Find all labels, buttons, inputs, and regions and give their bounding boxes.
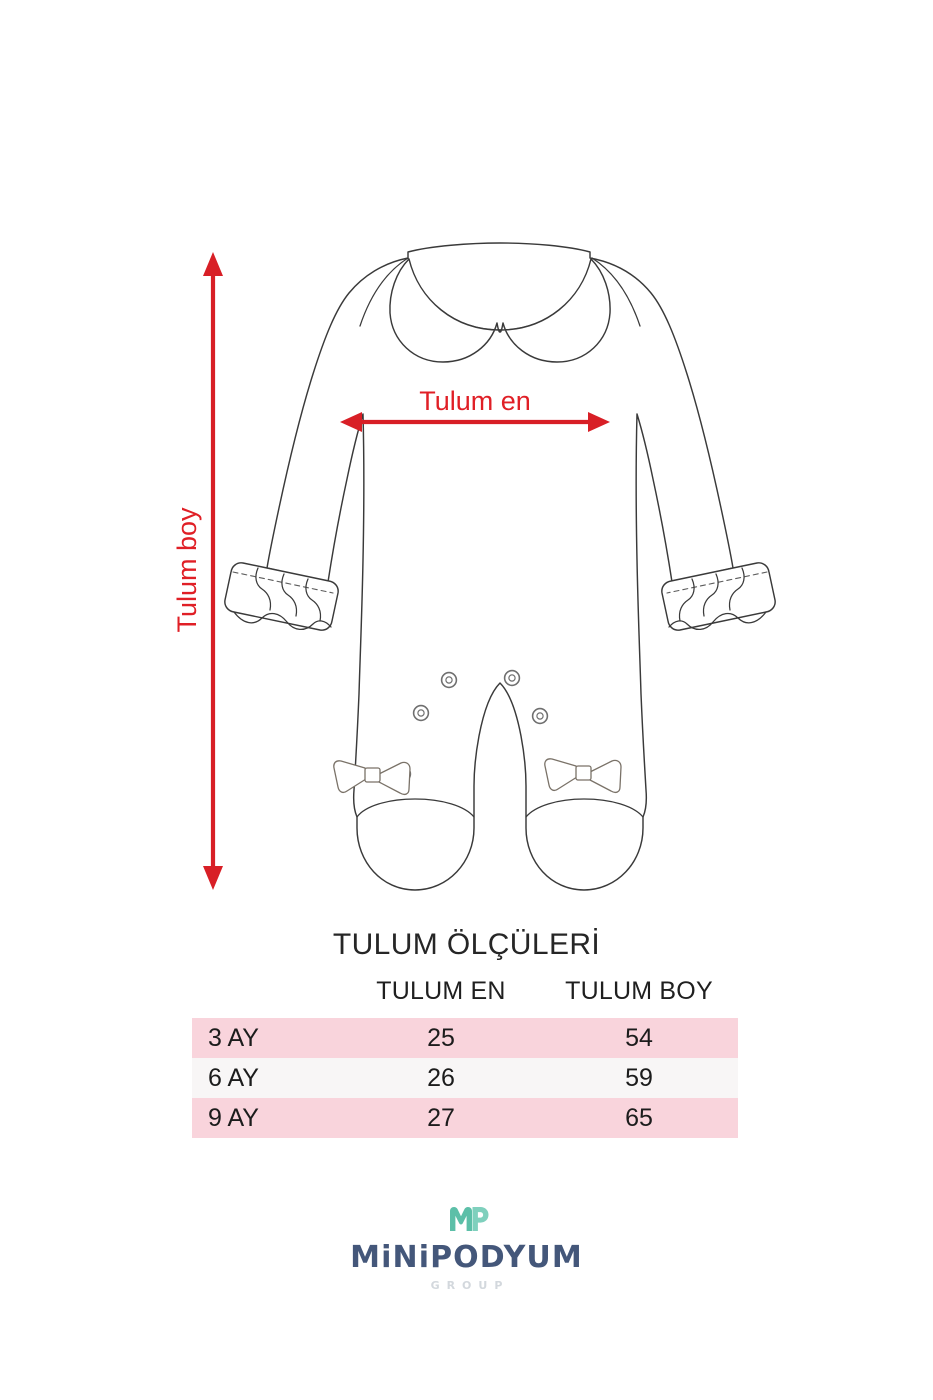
brand-wordmark: MiNiPODYUM bbox=[350, 1240, 583, 1275]
column-header-tulum-boy: TULUM BOY bbox=[565, 977, 713, 1005]
cell-tulum-boy: 59 bbox=[540, 1058, 738, 1098]
peter-pan-collar bbox=[389, 257, 611, 363]
cell-tulum-en: 26 bbox=[342, 1058, 540, 1098]
table-row: 6 AY 26 59 bbox=[192, 1058, 738, 1098]
table-header: TULUM EN TULUM BOY bbox=[192, 977, 738, 1018]
table-row: 9 AY 27 65 bbox=[192, 1098, 738, 1138]
table-row: 3 AY 25 54 bbox=[192, 1018, 738, 1058]
column-header-size bbox=[192, 977, 342, 1018]
snap-button bbox=[440, 671, 458, 689]
header-row: TULUM EN TULUM BOY bbox=[192, 977, 738, 1018]
cell-tulum-boy: 65 bbox=[540, 1098, 738, 1138]
width-dimension-label: Tulum en bbox=[419, 386, 531, 416]
garment-diagram: Tulum en Tulum boy bbox=[172, 242, 776, 891]
left-cuff-ruffle bbox=[224, 562, 339, 631]
cell-tulum-boy: 54 bbox=[540, 1018, 738, 1058]
width-dimension: Tulum en bbox=[340, 386, 610, 432]
cell-tulum-en: 27 bbox=[342, 1098, 540, 1138]
length-dimension-label: Tulum boy bbox=[172, 507, 202, 633]
cell-tulum-en: 25 bbox=[342, 1018, 540, 1058]
cell-size: 3 AY bbox=[192, 1018, 342, 1058]
cell-size: 9 AY bbox=[192, 1098, 342, 1138]
snap-button bbox=[503, 669, 521, 687]
shoulder-seams bbox=[359, 257, 641, 327]
snap-button bbox=[412, 704, 430, 722]
size-table: TULUM EN TULUM BOY 3 AY 25 54 6 AY 26 59… bbox=[192, 977, 738, 1138]
right-cuff-ruffle bbox=[661, 562, 776, 631]
romper-outline bbox=[266, 242, 734, 891]
foot-seams bbox=[356, 798, 644, 818]
column-header-tulum-en: TULUM EN bbox=[376, 977, 506, 1005]
brand-footer: MiNiPODYUM GROUP bbox=[0, 1200, 933, 1292]
mp-monogram-icon bbox=[449, 1207, 488, 1231]
brand-subtitle: GROUP bbox=[430, 1278, 510, 1292]
left-ankle-bow bbox=[333, 760, 411, 796]
table-title: TULUM ÖLÇÜLERİ bbox=[332, 928, 601, 961]
table-body: 3 AY 25 54 6 AY 26 59 9 AY 27 65 bbox=[192, 1018, 738, 1138]
measurements-section: TULUM ÖLÇÜLERİ TULUM EN TULUM BOY 3 AY 2… bbox=[0, 930, 933, 1138]
length-dimension: Tulum boy bbox=[172, 252, 223, 890]
right-ankle-bow bbox=[544, 758, 622, 794]
cell-size: 6 AY bbox=[192, 1058, 342, 1098]
snap-button bbox=[531, 707, 549, 725]
